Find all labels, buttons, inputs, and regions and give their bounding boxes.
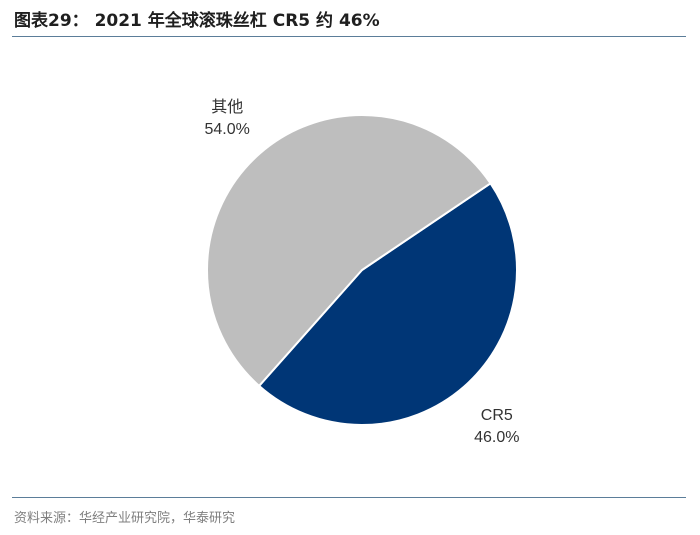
source-note: 资料来源：华经产业研究院，华泰研究 [14,511,236,526]
pie-label-cr5: CR5 46.0% [474,407,519,446]
pie-labels: CR5 46.0% 其他 54.0% [205,98,520,446]
slice-value-label: 46.0% [474,429,519,446]
slice-name-label: 其他 [211,98,243,116]
pie-slice-other [206,114,492,388]
pie-label-other: 其他 54.0% [205,98,250,138]
chart-title: 图表29： 2021 年全球滚珠丝杠 CR5 约 46% [14,11,380,31]
pie-slice-cr5 [257,181,518,426]
pie-slices [206,114,518,426]
source-divider [12,497,686,498]
title-divider [12,36,686,37]
slice-value-label: 54.0% [205,121,250,138]
slice-name-label: CR5 [481,407,513,424]
